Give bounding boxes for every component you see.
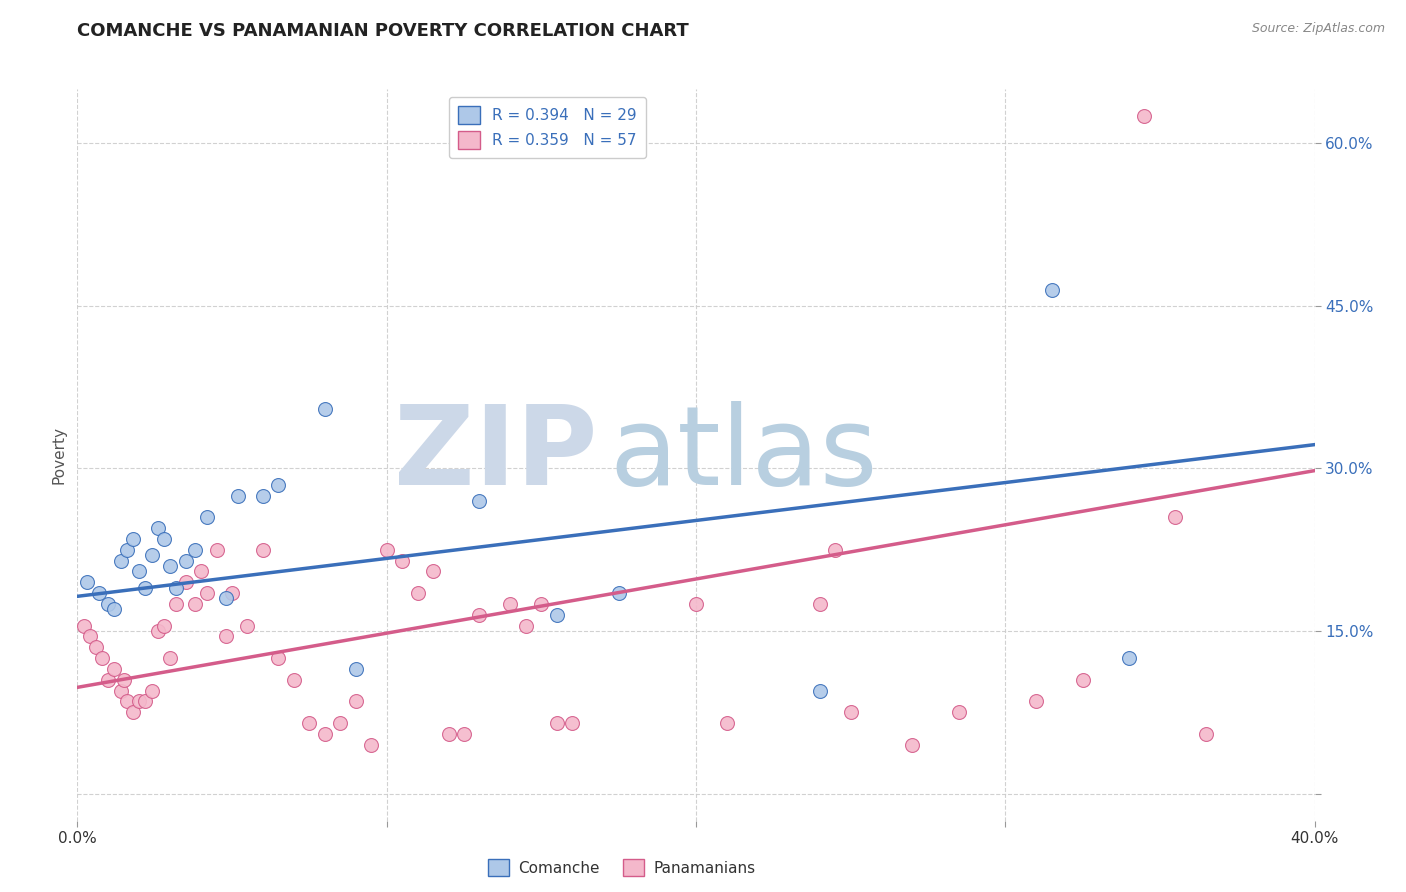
Point [115, 542, 138, 557]
Point [360, 738, 382, 752]
Point [174, 575, 197, 590]
Point [283, 673, 305, 687]
Point [153, 532, 176, 546]
Point [128, 565, 150, 579]
Point [948, 706, 970, 720]
Point [226, 489, 249, 503]
Point [344, 662, 367, 676]
Point [215, 591, 238, 606]
Point [97, 597, 120, 611]
Point [375, 542, 398, 557]
Point [236, 618, 259, 632]
Point [122, 532, 145, 546]
Point [128, 694, 150, 708]
Point [808, 683, 831, 698]
Point [406, 586, 429, 600]
Point [174, 553, 197, 567]
Point [215, 629, 238, 643]
Point [103, 662, 125, 676]
Point [1040, 283, 1063, 297]
Point [146, 624, 169, 638]
Point [1071, 673, 1094, 687]
Point [1164, 510, 1187, 524]
Text: atlas: atlas [609, 401, 877, 508]
Point [267, 651, 290, 665]
Point [97, 673, 120, 687]
Point [607, 586, 630, 600]
Point [221, 586, 243, 600]
Point [87, 586, 110, 600]
Point [159, 559, 181, 574]
Point [468, 607, 491, 622]
Point [561, 716, 583, 731]
Legend: Comanche, Panamanians: Comanche, Panamanians [482, 853, 762, 882]
Point [252, 489, 274, 503]
Point [716, 716, 738, 731]
Point [515, 618, 537, 632]
Point [195, 510, 218, 524]
Point [546, 716, 568, 731]
Point [103, 602, 125, 616]
Text: COMANCHE VS PANAMANIAN POVERTY CORRELATION CHART: COMANCHE VS PANAMANIAN POVERTY CORRELATI… [77, 22, 689, 40]
Point [422, 565, 444, 579]
Point [391, 553, 413, 567]
Point [499, 597, 522, 611]
Point [839, 706, 862, 720]
Point [267, 477, 290, 491]
Point [165, 581, 187, 595]
Y-axis label: Poverty: Poverty [51, 425, 66, 484]
Point [314, 401, 336, 416]
Point [437, 727, 460, 741]
Point [91, 651, 114, 665]
Text: ZIP: ZIP [394, 401, 598, 508]
Point [190, 565, 212, 579]
Point [1133, 109, 1156, 123]
Point [468, 494, 491, 508]
Point [901, 738, 924, 752]
Text: Source: ZipAtlas.com: Source: ZipAtlas.com [1251, 22, 1385, 36]
Point [344, 694, 367, 708]
Point [298, 716, 321, 731]
Point [112, 673, 135, 687]
Point [141, 683, 163, 698]
Point [134, 694, 156, 708]
Point [1195, 727, 1218, 741]
Point [252, 542, 274, 557]
Point [453, 727, 475, 741]
Point [84, 640, 107, 655]
Point [184, 597, 207, 611]
Point [122, 706, 145, 720]
Point [76, 575, 98, 590]
Point [146, 521, 169, 535]
Point [530, 597, 553, 611]
Point [134, 581, 156, 595]
Point [184, 542, 207, 557]
Point [165, 597, 187, 611]
Point [1118, 651, 1140, 665]
Point [72, 618, 94, 632]
Point [141, 548, 163, 562]
Point [79, 629, 101, 643]
Point [329, 716, 352, 731]
Point [546, 607, 568, 622]
Point [808, 597, 831, 611]
Point [110, 683, 132, 698]
Point [153, 618, 176, 632]
Point [1025, 694, 1047, 708]
Point [205, 542, 228, 557]
Point [685, 597, 707, 611]
Point [159, 651, 181, 665]
Point [824, 542, 846, 557]
Point [110, 553, 132, 567]
Point [314, 727, 336, 741]
Point [115, 694, 138, 708]
Point [195, 586, 218, 600]
